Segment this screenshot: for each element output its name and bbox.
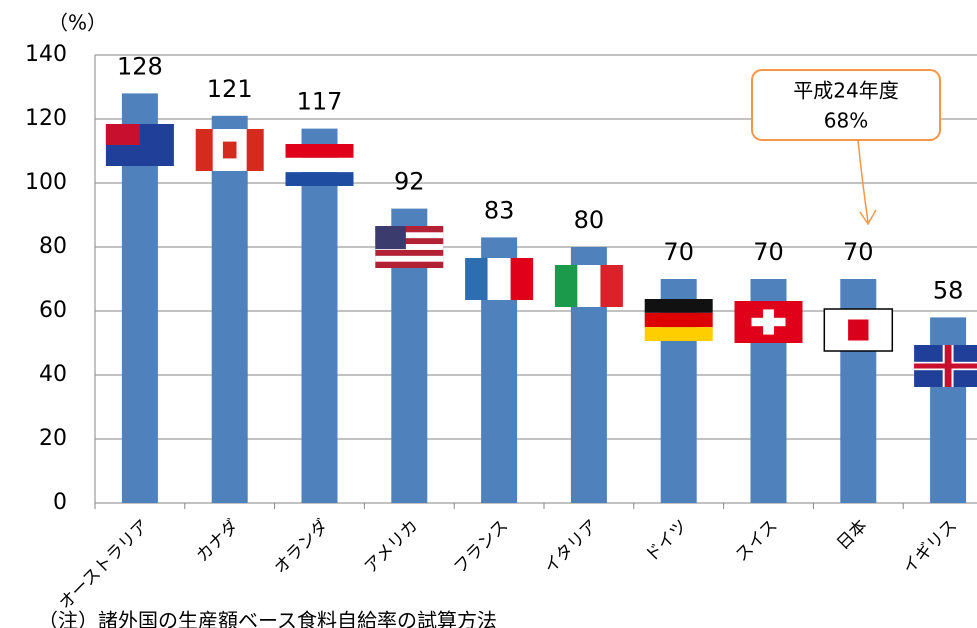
value-label: 80 — [574, 206, 605, 234]
y-tick-label: 0 — [53, 490, 67, 515]
flag-part — [246, 129, 264, 171]
annotation-line1: 平成24年度 — [793, 79, 898, 103]
flag-part — [944, 345, 952, 387]
value-label: 128 — [117, 52, 163, 80]
y-tick-label: 100 — [25, 170, 67, 195]
flag-part — [644, 312, 713, 328]
x-tick-label: 日本 — [833, 516, 871, 554]
flag-part — [600, 265, 623, 307]
flag-part — [375, 226, 406, 250]
flag-part — [751, 317, 786, 327]
y-unit-label: （%） — [48, 11, 107, 35]
flag-part — [848, 319, 869, 341]
flag — [105, 124, 174, 166]
annotation-arrow — [857, 139, 877, 226]
y-tick-label: 20 — [39, 426, 67, 451]
flag-part — [487, 258, 511, 300]
y-tick-label: 140 — [25, 42, 67, 67]
value-label: 70 — [753, 238, 784, 266]
x-tick-label: イギリス — [899, 516, 961, 578]
flag-part — [285, 157, 354, 173]
value-label: 58 — [933, 276, 964, 304]
flag — [914, 345, 977, 387]
x-tick-label: ドイツ — [642, 516, 692, 566]
flag-part — [465, 258, 488, 300]
flag-part — [510, 258, 534, 300]
y-tick-label: 120 — [25, 106, 67, 131]
x-tick-label: イタリア — [540, 516, 602, 578]
flag-part — [285, 144, 354, 158]
flag-part — [375, 255, 444, 262]
flag-part — [554, 265, 578, 307]
flag — [195, 129, 264, 171]
flag-part — [644, 327, 713, 341]
value-label: 121 — [207, 75, 253, 103]
x-tick-label: スイス — [732, 516, 782, 566]
flag — [554, 265, 623, 307]
bar — [301, 128, 338, 503]
annotation-box — [751, 69, 941, 141]
annotation-line2: 68% — [824, 109, 868, 133]
flag-part — [375, 232, 444, 239]
flag-border — [823, 308, 894, 352]
value-label: 83 — [484, 196, 515, 224]
note: （注）諸外国の生産額ベース食料自給率の試算方法 — [38, 609, 497, 628]
flag — [823, 308, 894, 352]
flag — [465, 258, 534, 300]
y-tick-label: 60 — [39, 298, 67, 323]
y-tick-label: 40 — [39, 362, 67, 387]
flag — [644, 299, 713, 341]
x-tick-label: オーストラリア — [55, 516, 153, 614]
flag-part — [644, 299, 713, 313]
x-tick-label: フランス — [450, 516, 512, 578]
flag-part — [577, 265, 601, 307]
value-label: 92 — [394, 168, 425, 196]
flag-part — [375, 244, 444, 250]
value-label: 70 — [843, 238, 874, 266]
flag-part — [285, 172, 354, 186]
flag — [285, 144, 354, 186]
bar — [211, 115, 248, 504]
flag — [375, 226, 444, 268]
flag-part — [222, 141, 237, 159]
y-tick-label: 80 — [39, 234, 67, 259]
x-tick-label: オランダ — [270, 516, 332, 578]
x-tick-label: カナダ — [193, 516, 243, 566]
flag-part — [105, 124, 140, 145]
x-tick-label: アメリカ — [361, 516, 423, 578]
value-label: 70 — [663, 238, 694, 266]
value-label: 117 — [297, 88, 343, 116]
flag — [734, 301, 803, 343]
flag-part — [195, 129, 213, 171]
